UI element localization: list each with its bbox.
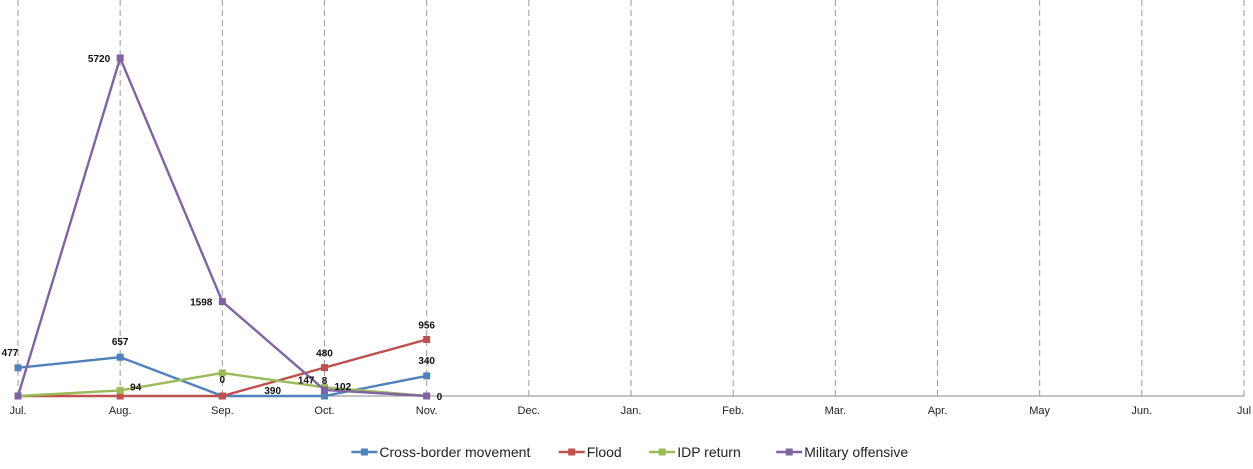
data-label: 0 [437,392,443,403]
data-point [116,386,124,394]
legend-label: Flood [587,444,622,460]
x-tick-label: Jul. [9,405,26,417]
legend-marker [568,448,576,456]
x-tick-label: Aug. [109,405,132,417]
data-label: 956 [418,321,435,332]
x-tick-label: Sep. [211,405,234,417]
legend-marker [360,448,368,456]
legend-label: IDP return [677,444,741,460]
data-label: 8 [322,376,328,387]
data-point [116,54,124,62]
data-label: 480 [316,349,333,360]
legend: Cross-border movement Flood IDP return Mili… [351,444,908,460]
data-label: 390 [264,386,281,397]
legend-marker [658,448,666,456]
data-point [14,392,22,400]
data-label: 1598 [190,298,213,309]
data-point [321,364,328,372]
x-tick-label: Dec. [518,405,541,417]
data-point [321,386,328,394]
data-point [116,392,124,400]
data-point [321,392,328,400]
data-point [218,392,226,400]
data-label: 5720 [88,54,111,65]
x-tick-label: Feb. [722,405,744,417]
x-tick-label: Oct. [314,405,334,417]
data-label: 102 [335,382,352,393]
data-point [14,364,22,372]
data-point [218,369,226,377]
data-label: 94 [130,382,142,393]
data-point [423,392,431,400]
x-tick-label: Nov. [416,405,438,417]
x-tick-label: Jun. [1131,405,1152,417]
x-tick-label: Jan. [621,405,642,417]
x-tick-label: May [1029,405,1050,417]
data-point [218,298,226,306]
data-label: 340 [418,356,435,367]
data-point [116,353,124,361]
legend-label: Military offensive [804,444,908,460]
data-point [423,336,431,344]
data-label: 657 [112,337,129,348]
x-axis-ticks: Jul. Aug. Sep. Oct. Nov. Dec. Jan. Feb. Mar. Apr.… [9,405,1251,417]
x-tick-label: Mar. [825,405,846,417]
series-group [14,54,431,400]
data-label: 477 [2,348,19,359]
gridlines [17,0,1245,396]
data-labels: 477 657 0 8 340 480 956 94 390 147 0 5720 1598 102 [2,54,443,403]
data-point [423,372,431,380]
data-label: 147 [298,375,315,386]
x-tick-label: Jul [1237,405,1251,417]
x-tick-label: Apr. [928,405,948,417]
legend-label: Cross-border movement [379,444,530,460]
data-label: 0 [220,375,226,386]
legend-marker [785,448,793,456]
